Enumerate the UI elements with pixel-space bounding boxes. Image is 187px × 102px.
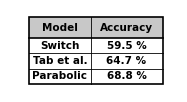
Bar <box>91 17 163 38</box>
Bar <box>29 69 91 84</box>
Text: Tab et al.: Tab et al. <box>33 56 87 66</box>
Text: 59.5 %: 59.5 % <box>107 41 146 51</box>
Bar <box>29 17 163 84</box>
Text: Parabolic: Parabolic <box>32 71 87 81</box>
Bar <box>91 53 163 69</box>
Bar <box>29 38 91 53</box>
Bar <box>29 53 91 69</box>
Text: 68.8 %: 68.8 % <box>107 71 146 81</box>
Text: 64.7 %: 64.7 % <box>106 56 147 66</box>
Text: Accuracy: Accuracy <box>100 23 153 33</box>
Bar <box>91 69 163 84</box>
Text: Switch: Switch <box>40 41 79 51</box>
Bar <box>29 17 91 38</box>
Text: Model: Model <box>42 23 78 33</box>
Bar <box>91 38 163 53</box>
